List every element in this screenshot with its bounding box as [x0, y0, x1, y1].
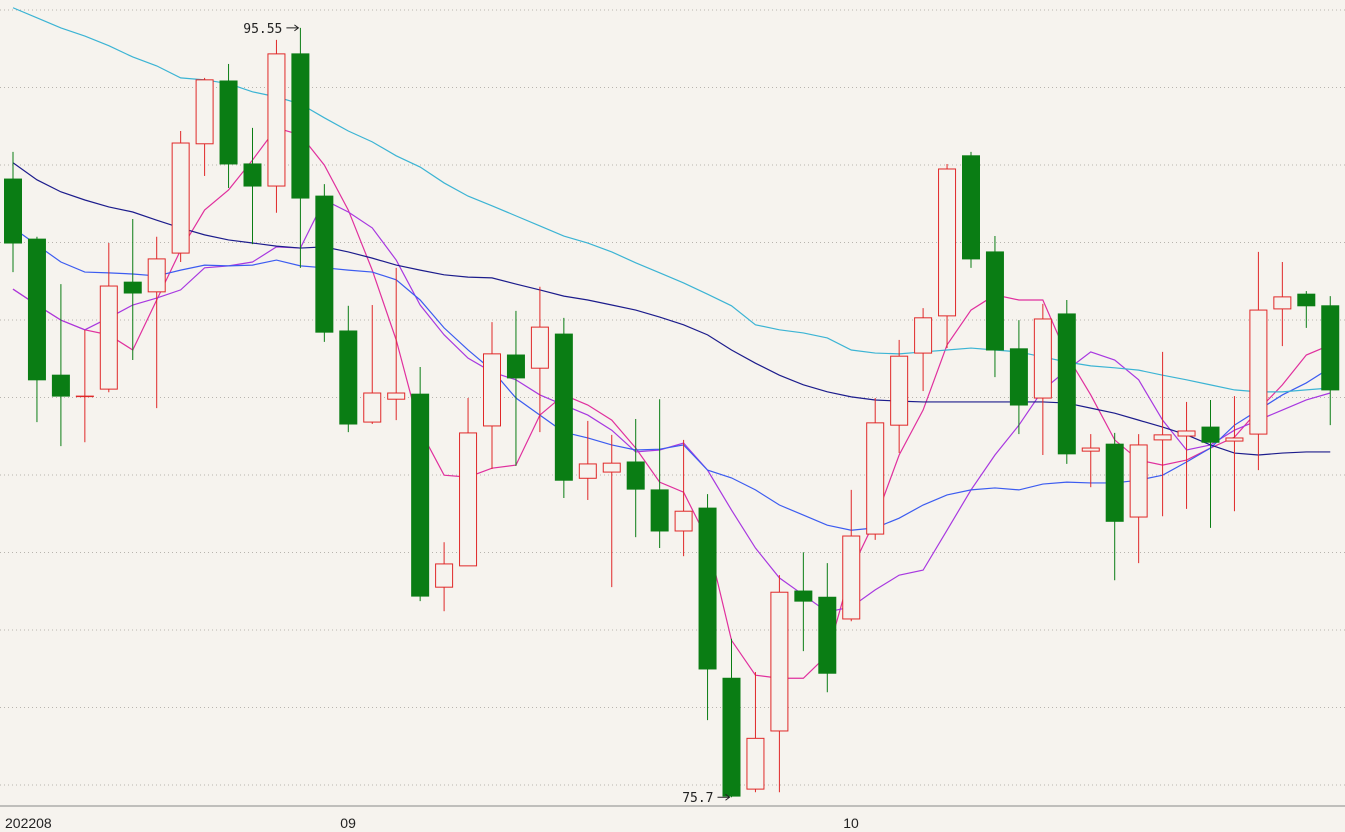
candle-body: [75, 395, 94, 398]
candle-body: [1153, 434, 1172, 441]
candle-body: [1249, 309, 1268, 435]
ma-line: [12, 162, 1331, 456]
candle-body: [1129, 444, 1148, 518]
x-tick-label: 202208: [5, 815, 52, 831]
candle-body: [626, 461, 645, 490]
candle-body: [698, 507, 717, 670]
candle-body: [1009, 348, 1028, 406]
candle-body: [794, 590, 813, 602]
candle-body: [363, 392, 382, 423]
candle-body: [315, 195, 334, 333]
ma-line: [12, 127, 1331, 679]
candle-body: [51, 374, 70, 397]
candle-body: [914, 317, 933, 354]
x-tick-label: 09: [340, 815, 356, 831]
extreme-arrow: [717, 793, 731, 801]
candle-body: [1177, 430, 1196, 437]
candle-body: [985, 251, 1004, 351]
candle-body: [818, 596, 837, 674]
candle-body: [243, 163, 262, 187]
extreme-label: 75.7: [682, 791, 713, 806]
candle-body: [27, 238, 46, 381]
candle-body: [506, 354, 525, 379]
candle-body: [4, 178, 22, 244]
candle-body: [938, 168, 957, 317]
candle-body: [147, 258, 166, 293]
candle-body: [411, 393, 430, 597]
candle-body: [435, 563, 454, 588]
candle-body: [962, 155, 980, 260]
candle-body: [674, 510, 693, 532]
candle-body: [291, 53, 310, 199]
candle-body: [890, 355, 909, 426]
x-tick-label: 10: [843, 815, 859, 831]
candle-body: [602, 462, 621, 473]
candle-body: [267, 53, 286, 187]
extreme-label: 95.55: [243, 22, 282, 37]
candle-body: [578, 463, 597, 479]
candle-body: [1033, 318, 1052, 399]
candle-body: [195, 79, 214, 145]
candle-body: [554, 333, 573, 481]
candle-body: [866, 422, 885, 535]
candle-body: [1057, 313, 1076, 455]
extreme-arrow: [286, 24, 300, 32]
candle-body: [171, 142, 190, 254]
candle-body: [339, 330, 358, 425]
candle-body: [746, 737, 765, 790]
candle-body: [1321, 305, 1340, 391]
candle-body: [1225, 437, 1244, 442]
candle-body: [99, 285, 118, 390]
candle-body: [770, 591, 789, 732]
candle-body: [1201, 426, 1220, 443]
candle-body: [722, 677, 741, 797]
candle-body: [842, 535, 861, 620]
candle-body: [387, 392, 406, 400]
candle-body: [1081, 447, 1100, 452]
candle-body: [1273, 296, 1292, 310]
candle-body: [219, 80, 238, 165]
candle-body: [530, 326, 549, 369]
candle-body: [123, 281, 142, 294]
candle-body: [1297, 293, 1316, 307]
candle-body: [650, 489, 669, 532]
candle-body: [483, 353, 501, 427]
candle-body: [459, 432, 478, 567]
candle-body: [1105, 443, 1124, 522]
